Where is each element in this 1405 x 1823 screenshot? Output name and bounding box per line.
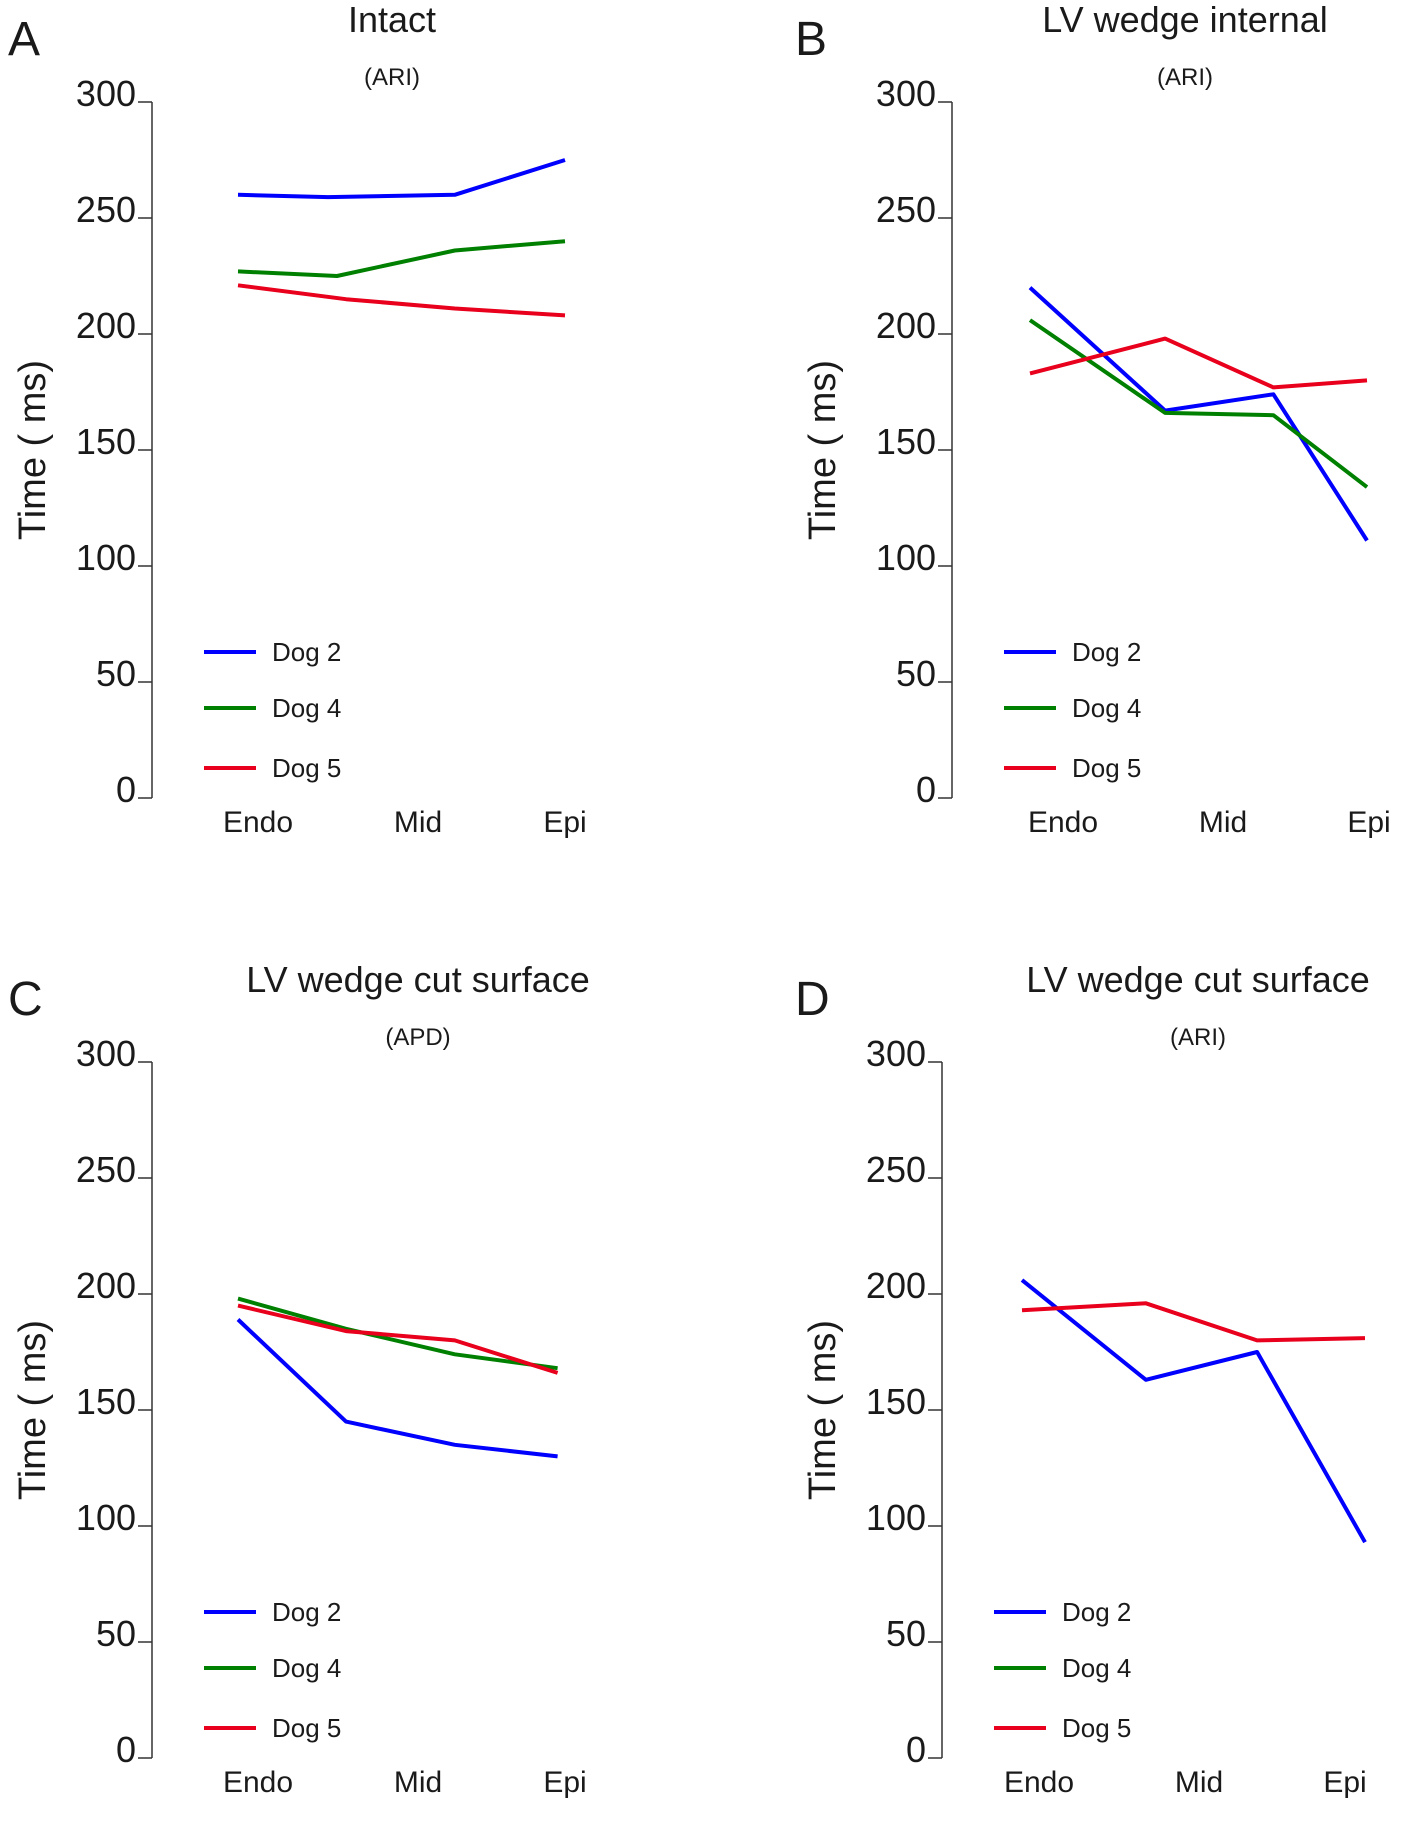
y-tick-label: 200 xyxy=(876,305,936,346)
y-tick-label: 250 xyxy=(76,1149,136,1190)
chart-panel-b: B LV wedge internal (ARI) 0 50 100 150 200 250 30… xyxy=(795,0,1391,839)
y-tick-label: 300 xyxy=(876,73,936,114)
y-tick-label: 200 xyxy=(76,305,136,346)
chart-title: LV wedge cut surface xyxy=(1026,959,1370,1000)
x-tick-label: Mid xyxy=(1175,1766,1223,1799)
y-tick-label: 300 xyxy=(76,1033,136,1074)
chart-title: LV wedge cut surface xyxy=(246,959,590,1000)
series-line-dog-2 xyxy=(1028,286,1369,542)
legend-label: Dog 5 xyxy=(272,1713,341,1743)
legend-label: Dog 4 xyxy=(272,693,341,723)
series-line-dog-5 xyxy=(1029,336,1368,390)
chart-panel-c: C LV wedge cut surface (APD) 0 50 100 150 200 25… xyxy=(8,959,590,1799)
y-axis-label: Time ( ms) xyxy=(802,360,844,540)
series-line-dog-4 xyxy=(237,1296,558,1371)
legend-label: Dog 2 xyxy=(272,1597,341,1627)
series-line-dog-2 xyxy=(236,1318,558,1459)
series-line-dog-4 xyxy=(1028,318,1369,489)
legend-label: Dog 4 xyxy=(272,1653,341,1683)
panel-letter: D xyxy=(795,973,830,1026)
x-tick-label: Endo xyxy=(1004,1766,1074,1799)
chart-subtitle: (ARI) xyxy=(364,64,420,91)
y-tick-label: 300 xyxy=(76,73,136,114)
y-tick-label: 100 xyxy=(76,537,136,578)
series-line-dog-4 xyxy=(237,239,566,278)
legend-label: Dog 4 xyxy=(1062,1653,1131,1683)
x-tick-label: Endo xyxy=(223,1766,293,1799)
y-tick-label: 0 xyxy=(116,1729,136,1770)
series-line-dog-2 xyxy=(1020,1278,1367,1544)
x-tick-label: Epi xyxy=(1323,1766,1366,1799)
y-tick-label: 200 xyxy=(866,1265,926,1306)
x-tick-label: Mid xyxy=(394,1766,442,1799)
x-tick-label: Endo xyxy=(223,806,293,839)
y-tick-label: 100 xyxy=(876,537,936,578)
y-tick-label: 0 xyxy=(116,769,136,810)
y-tick-label: 50 xyxy=(96,653,136,694)
y-tick-label: 250 xyxy=(866,1149,926,1190)
legend-label: Dog 5 xyxy=(1072,753,1141,783)
panel-letter: B xyxy=(795,13,827,66)
y-tick-label: 50 xyxy=(886,1613,926,1654)
series-line-dog-5 xyxy=(237,283,566,318)
chart-title: LV wedge internal xyxy=(1042,0,1328,40)
legend-label: Dog 5 xyxy=(1062,1713,1131,1743)
x-tick-label: Epi xyxy=(543,1766,586,1799)
legend-label: Dog 4 xyxy=(1072,693,1141,723)
chart-panel-a: A Intact (ARI) 0 50 100 150 200 250 300 Time ( ms)… xyxy=(8,0,587,839)
y-tick-label: 50 xyxy=(96,1613,136,1654)
x-tick-label: Mid xyxy=(394,806,442,839)
series-line-dog-5 xyxy=(1021,1301,1366,1343)
x-tick-label: Endo xyxy=(1028,806,1098,839)
chart-subtitle: (APD) xyxy=(385,1024,450,1051)
y-tick-label: 150 xyxy=(876,421,936,462)
y-tick-label: 0 xyxy=(916,769,936,810)
x-tick-label: Epi xyxy=(543,806,586,839)
y-tick-label: 300 xyxy=(866,1033,926,1074)
y-tick-label: 200 xyxy=(76,1265,136,1306)
y-tick-label: 50 xyxy=(896,653,936,694)
chart-subtitle: (ARI) xyxy=(1170,1024,1226,1051)
y-tick-label: 250 xyxy=(876,189,936,230)
y-tick-label: 150 xyxy=(76,421,136,462)
chart-subtitle: (ARI) xyxy=(1157,64,1213,91)
chart-title: Intact xyxy=(348,0,436,40)
panel-letter: A xyxy=(8,13,40,66)
y-axis-label: Time ( ms) xyxy=(802,1320,844,1500)
legend-label: Dog 5 xyxy=(272,753,341,783)
legend-label: Dog 2 xyxy=(272,637,341,667)
y-tick-label: 100 xyxy=(76,1497,136,1538)
y-tick-label: 250 xyxy=(76,189,136,230)
panel-letter: C xyxy=(8,973,43,1026)
x-tick-label: Mid xyxy=(1199,806,1247,839)
y-tick-label: 150 xyxy=(866,1381,926,1422)
series-line-dog-2 xyxy=(237,158,566,200)
y-tick-label: 0 xyxy=(906,1729,926,1770)
legend-label: Dog 2 xyxy=(1072,637,1141,667)
series-line-dog-5 xyxy=(237,1303,559,1375)
chart-panel-d: D LV wedge cut surface (ARI) 0 50 100 150 200 25… xyxy=(795,959,1370,1799)
y-axis-label: Time ( ms) xyxy=(12,360,54,540)
legend-label: Dog 2 xyxy=(1062,1597,1131,1627)
x-tick-label: Epi xyxy=(1347,806,1390,839)
y-tick-label: 150 xyxy=(76,1381,136,1422)
y-axis-label: Time ( ms) xyxy=(12,1320,54,1500)
y-tick-label: 100 xyxy=(866,1497,926,1538)
